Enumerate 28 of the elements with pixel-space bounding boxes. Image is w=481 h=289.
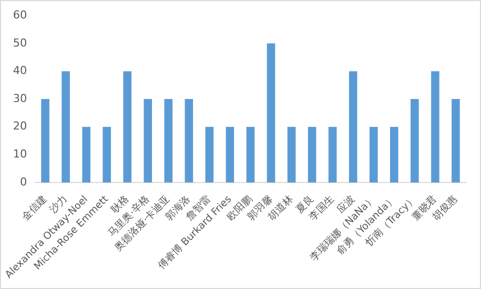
bar xyxy=(328,126,337,183)
bar xyxy=(164,99,173,183)
bar xyxy=(431,71,440,183)
bar xyxy=(41,99,50,183)
y-tick-label: 0 xyxy=(20,175,27,188)
bar xyxy=(266,43,276,183)
y-tick-label: 50 xyxy=(12,36,27,50)
bar xyxy=(102,126,111,183)
y-tick-label: 10 xyxy=(12,148,27,161)
bar xyxy=(308,126,316,183)
bar xyxy=(390,126,398,183)
bar xyxy=(205,126,214,183)
bar xyxy=(62,71,70,183)
y-tick-label: 20 xyxy=(12,120,27,133)
bar xyxy=(144,99,152,183)
bar xyxy=(82,126,90,183)
bar xyxy=(349,71,358,183)
y-tick-label: 60 xyxy=(12,8,27,22)
bar xyxy=(246,126,255,183)
bar xyxy=(287,126,296,183)
y-tick-label: 40 xyxy=(12,64,27,78)
bar xyxy=(184,99,194,183)
bar xyxy=(452,99,460,183)
bar xyxy=(123,71,132,183)
bar xyxy=(226,126,234,183)
y-tick-label: 30 xyxy=(12,92,27,105)
bar xyxy=(370,126,378,183)
bar xyxy=(410,99,419,183)
